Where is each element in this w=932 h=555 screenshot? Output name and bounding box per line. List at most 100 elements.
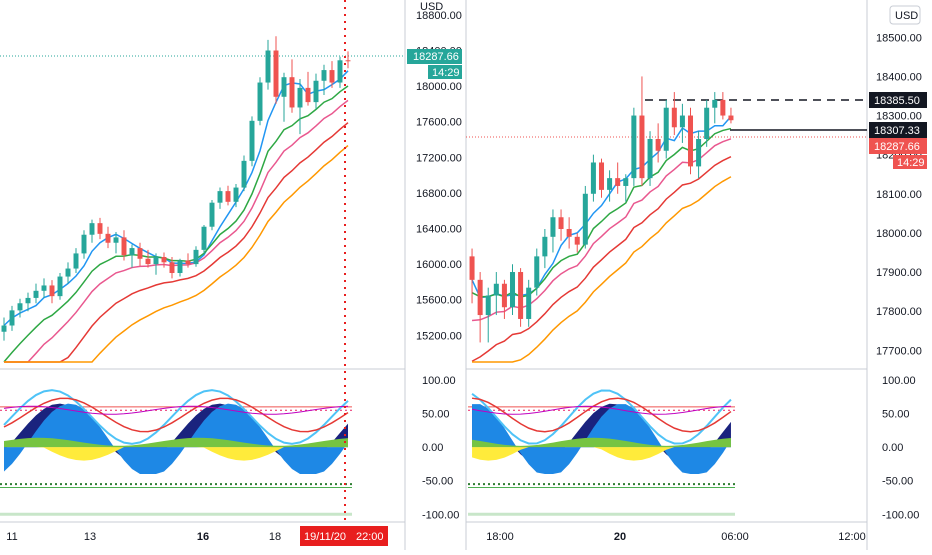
candle-body bbox=[542, 236, 548, 257]
candle-body bbox=[153, 256, 159, 265]
right-price-tick: 18100.00 bbox=[876, 189, 922, 201]
candle-body bbox=[305, 87, 311, 103]
candle-body bbox=[281, 77, 287, 97]
right-oscillator-tick: -50.00 bbox=[882, 476, 913, 488]
candle-body bbox=[273, 50, 279, 97]
candle-body bbox=[57, 276, 63, 297]
right-last-price-label: 18287.66 bbox=[874, 141, 920, 153]
left-price-tick: 17600.00 bbox=[416, 117, 462, 129]
candle-body bbox=[177, 260, 183, 273]
right-chart: 18500.0018400.0018300.0018200.0018100.00… bbox=[465, 0, 927, 550]
candle-body bbox=[201, 226, 207, 250]
candle-body bbox=[469, 256, 475, 280]
candle-body bbox=[679, 115, 685, 128]
candle-body bbox=[33, 290, 39, 298]
ma-orange-line bbox=[472, 176, 732, 363]
right-price-tick: 18000.00 bbox=[876, 228, 922, 240]
right-oscillator-axis[interactable]: 100.00 50.00 0.00 -50.00 -100.00 bbox=[882, 375, 919, 521]
candle-body bbox=[1, 325, 7, 332]
candle-body bbox=[337, 60, 343, 83]
candle-body bbox=[631, 115, 637, 179]
left-price-tick: 16400.00 bbox=[416, 224, 462, 236]
left-price-tick: 16800.00 bbox=[416, 188, 462, 200]
crosshair-date-label: 19/11/20 bbox=[304, 531, 346, 543]
right-last-price-badge bbox=[869, 138, 927, 154]
right-price-tick: 18400.00 bbox=[876, 71, 922, 83]
left-oscillator-tick: -100.00 bbox=[422, 509, 459, 521]
left-chart: 18800.0018400.0018000.0017600.0017200.00… bbox=[0, 0, 462, 550]
left-oscillator-tick: 50.00 bbox=[422, 409, 450, 421]
candle-body bbox=[209, 202, 215, 227]
candle-body bbox=[73, 253, 79, 269]
oscillator-cyan-line bbox=[3, 389, 349, 445]
candle-body bbox=[193, 249, 199, 265]
oscillator-yellow-area bbox=[4, 447, 348, 461]
left-price-tick: 15600.00 bbox=[416, 295, 462, 307]
ma-blue-line bbox=[471, 115, 732, 299]
left-moving-averages bbox=[3, 70, 349, 363]
left-oscillator-tick: 100.00 bbox=[422, 375, 456, 387]
right-price-tick: 17700.00 bbox=[876, 345, 922, 357]
ma-orange-line bbox=[4, 144, 349, 363]
candle-body bbox=[329, 70, 335, 83]
oscillator-blue-area bbox=[4, 403, 348, 475]
right-time-tick: 18:00 bbox=[486, 531, 514, 543]
right-oscillator bbox=[468, 389, 735, 516]
candle-body bbox=[297, 87, 303, 108]
oscillator-yellow-area bbox=[472, 447, 731, 461]
ma-red-line bbox=[4, 122, 349, 363]
left-oscillator-tick: 0.00 bbox=[422, 442, 443, 454]
resistance-label: 18385.50 bbox=[874, 95, 920, 107]
left-time-tick: 16 bbox=[197, 531, 209, 543]
candle-body bbox=[509, 272, 516, 308]
crosshair-time-label: 22:00 bbox=[356, 531, 384, 543]
right-time-tick: 12:00 bbox=[838, 531, 866, 543]
level-badge bbox=[869, 122, 927, 138]
candle-body bbox=[169, 262, 175, 273]
candle-body bbox=[345, 60, 351, 62]
right-countdown-badge bbox=[893, 155, 927, 169]
oscillator-magenta-line bbox=[471, 405, 731, 415]
ma-green-line bbox=[3, 85, 349, 363]
left-last-price-label: 18287.66 bbox=[413, 51, 459, 63]
candle-body bbox=[590, 162, 596, 194]
candle-body bbox=[217, 191, 223, 203]
candle-body bbox=[313, 80, 319, 103]
candle-body bbox=[289, 77, 295, 108]
left-time-tick: 18 bbox=[269, 531, 281, 543]
left-countdown-label: 14:29 bbox=[432, 67, 460, 79]
left-countdown-badge bbox=[428, 65, 462, 79]
right-currency-label: USD bbox=[895, 10, 918, 22]
candle-body bbox=[225, 191, 231, 202]
candle-body bbox=[534, 256, 540, 288]
left-price-tick: 18000.00 bbox=[416, 81, 462, 93]
right-price-axis[interactable]: 18500.0018400.0018300.0018200.0018100.00… bbox=[876, 32, 922, 357]
ma-blue-line bbox=[3, 70, 349, 327]
right-moving-averages bbox=[471, 115, 732, 363]
ma-pink-line bbox=[471, 138, 732, 322]
candle-body bbox=[720, 99, 726, 116]
candle-body bbox=[518, 272, 524, 319]
left-oscillator-axis[interactable]: 100.00 50.00 0.00 -50.00 -100.00 bbox=[422, 375, 459, 521]
candle-body bbox=[65, 268, 71, 277]
left-price-tick: 15200.00 bbox=[416, 330, 462, 342]
candle-body bbox=[639, 115, 645, 179]
level-label: 18307.33 bbox=[874, 125, 920, 137]
right-oscillator-tick: 100.00 bbox=[882, 375, 916, 387]
left-time-axis[interactable]: 11 13 16 18 bbox=[6, 531, 281, 543]
left-oscillator bbox=[0, 389, 352, 516]
candle-body bbox=[81, 234, 87, 254]
right-time-tick: 20 bbox=[614, 531, 626, 543]
right-time-axis[interactable]: 18:00 20 06:00 12:00 bbox=[486, 531, 866, 543]
right-countdown-label: 14:29 bbox=[897, 157, 925, 169]
left-last-price-badge bbox=[407, 49, 462, 64]
currency-badge[interactable] bbox=[889, 5, 921, 25]
candle-body bbox=[265, 50, 271, 83]
candle-body bbox=[41, 285, 47, 291]
candle-body bbox=[97, 223, 103, 234]
candle-body bbox=[687, 115, 694, 167]
resistance-badge bbox=[869, 92, 927, 108]
candle-body bbox=[663, 107, 669, 151]
candle-body bbox=[161, 256, 167, 263]
candle-body bbox=[558, 217, 564, 229]
